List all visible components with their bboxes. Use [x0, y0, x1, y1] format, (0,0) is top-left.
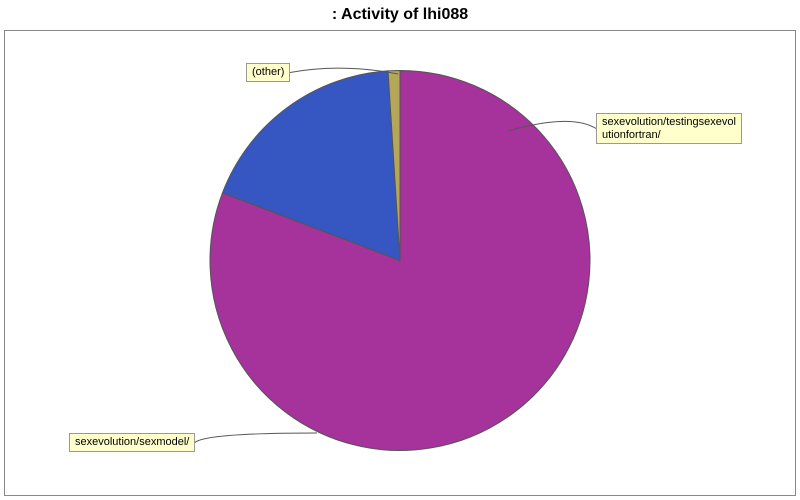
pie-chart: [208, 69, 592, 453]
chart-title: : Activity of lhi088: [0, 0, 800, 28]
chart-container: : Activity of lhi088 sexevolution/sexmod…: [0, 0, 800, 500]
pie-wrap: [208, 69, 592, 458]
slice-label: sexevolution/testingsexevol utionfortran…: [596, 113, 742, 144]
chart-frame: sexevolution/sexmodel/sexevolution/testi…: [4, 30, 796, 496]
slice-label: sexevolution/sexmodel/: [69, 433, 195, 452]
slice-label: (other): [246, 63, 290, 82]
